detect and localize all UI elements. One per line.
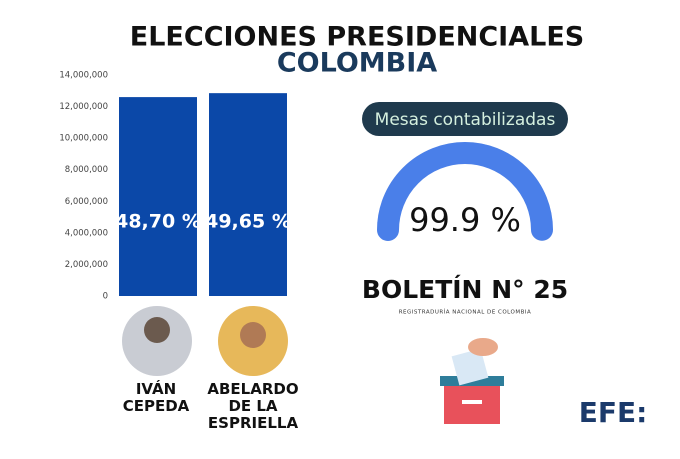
y-tick-label: 0: [103, 292, 108, 302]
y-tick-label: 4,000,000: [65, 228, 108, 238]
candidate-name: IVÁN CEPEDA: [122, 380, 190, 415]
candidate-photo-face: [144, 317, 170, 343]
gauge-arc: [376, 141, 553, 241]
bar: [209, 93, 287, 297]
gauge-value: 99.9 %: [409, 201, 521, 239]
gauge-title: Mesas contabilizadas: [375, 110, 556, 130]
candidate-name: ABELARDO DE LA ESPRIELLA: [207, 380, 299, 432]
subtitle: COLOMBIA: [277, 48, 437, 79]
y-tick-label: 8,000,000: [65, 165, 108, 175]
source: REGISTRADURÍA NACIONAL DE COLOMBIA: [399, 309, 532, 316]
bar-percent-label: 48,70 %: [115, 211, 201, 233]
y-tick-label: 2,000,000: [65, 260, 108, 270]
candidate-photo-face: [240, 322, 266, 348]
y-tick-label: 6,000,000: [65, 197, 108, 207]
title: ELECCIONES PRESIDENCIALES: [130, 22, 584, 53]
bulletin: BOLETÍN N° 25: [362, 275, 568, 304]
bar-percent-label: 49,65 %: [205, 211, 291, 233]
bar: [119, 97, 197, 296]
y-tick-label: 12,000,000: [59, 102, 108, 112]
gauge-pill: [362, 102, 568, 136]
logo: EFE:: [579, 396, 648, 429]
y-tick-label: 14,000,000: [59, 71, 108, 81]
y-tick-label: 10,000,000: [59, 134, 108, 144]
ballot-icon: [440, 338, 504, 424]
